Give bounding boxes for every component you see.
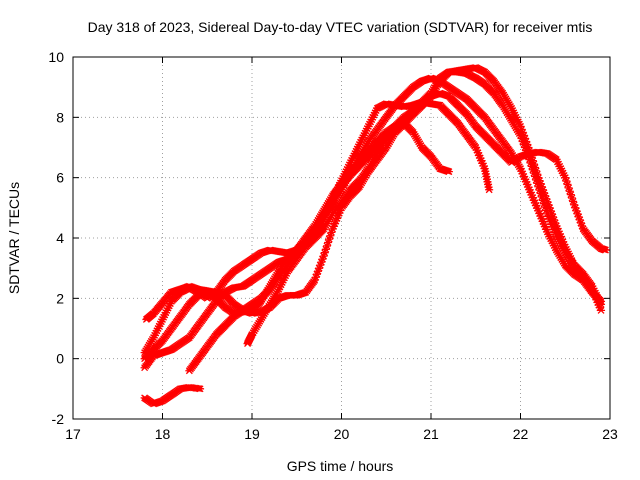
data-point-marker — [444, 168, 453, 176]
x-tick-label: 18 — [155, 426, 171, 442]
data-point-marker — [597, 306, 606, 314]
x-tick-label: 20 — [334, 426, 350, 442]
x-tick-label: 23 — [602, 426, 618, 442]
data-point-marker — [601, 246, 610, 254]
y-axis-label: SDTVAR / TECUs — [6, 182, 22, 294]
x-tick-label: 21 — [423, 426, 439, 442]
y-tick-label: -2 — [52, 411, 65, 427]
data-point-marker — [485, 186, 494, 194]
data-point-marker — [196, 385, 205, 393]
y-tick-label: 0 — [56, 351, 64, 367]
x-tick-label: 19 — [244, 426, 260, 442]
x-tick-label: 22 — [513, 426, 529, 442]
y-tick-label: 2 — [56, 290, 64, 306]
x-tick-label: 17 — [65, 426, 81, 442]
axis-ticks: 17 18 19 20 21 22 23 -2 0 2 4 6 8 10 — [48, 49, 618, 442]
series-track-7 — [185, 68, 606, 375]
series-track-5 — [140, 74, 606, 372]
data-point-marker — [597, 300, 606, 308]
y-tick-label: 4 — [56, 230, 64, 246]
chart-title: Day 318 of 2023, Sidereal Day-to-day VTE… — [88, 19, 593, 35]
data-series — [140, 64, 610, 408]
x-axis-label: GPS time / hours — [287, 458, 394, 474]
y-tick-label: 10 — [48, 49, 64, 65]
series-track-1 — [140, 383, 205, 408]
y-tick-label: 6 — [56, 170, 64, 186]
y-tick-label: 8 — [56, 109, 64, 125]
